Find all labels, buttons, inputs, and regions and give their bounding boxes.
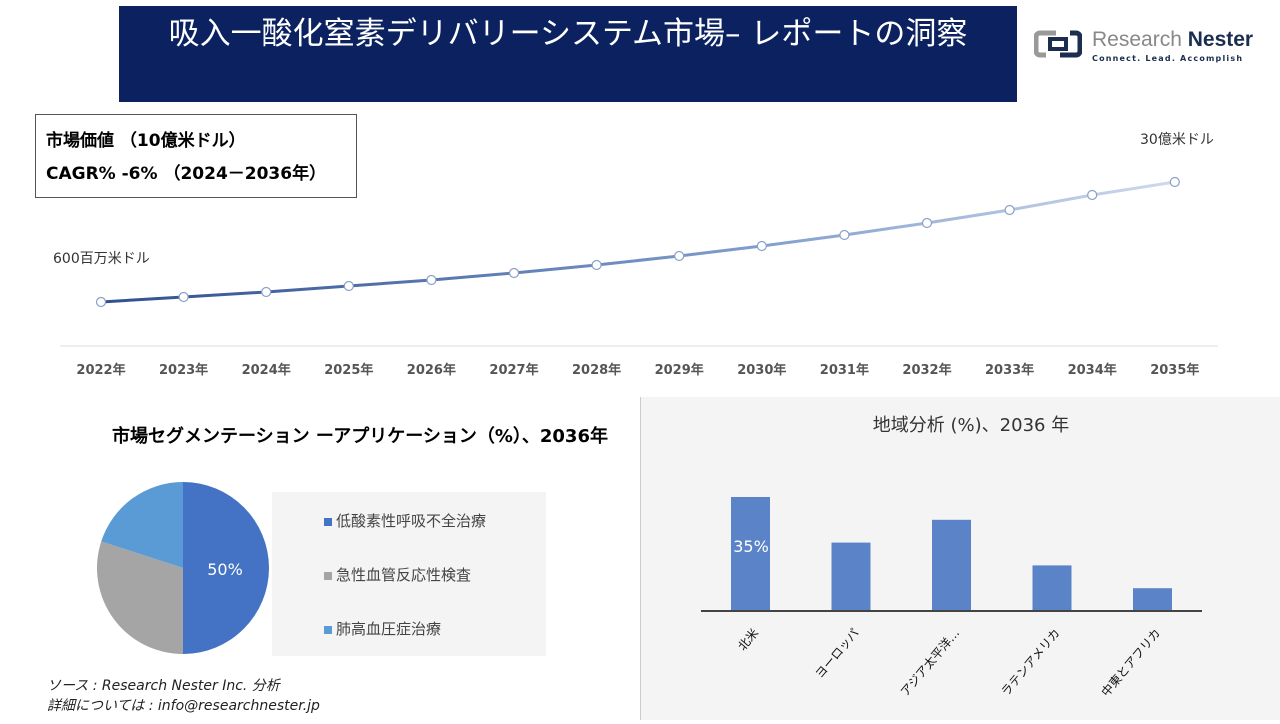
x-tick-label: 2029年 — [655, 362, 704, 378]
x-tick-label: 2035年 — [1150, 362, 1199, 378]
x-tick-label: ヨーロッパ — [812, 626, 861, 681]
data-point — [508, 267, 520, 279]
data-point — [1087, 189, 1098, 201]
pie-title: 市場セグメンテーション ーアプリケーション（%）、2036年 — [112, 426, 608, 447]
x-tick-label: 2034年 — [1068, 362, 1117, 378]
pie-slice — [96, 541, 183, 654]
x-tick-label: 2030年 — [737, 362, 786, 378]
data-point — [591, 259, 602, 271]
data-point — [178, 291, 189, 303]
legend-item: 急性血管反応性検査 — [324, 564, 471, 585]
info-box: 市場価値 （10億米ドル） CAGR% -6% （2024－2036年） — [35, 114, 357, 198]
data-point — [426, 274, 437, 286]
bar-title: 地域分析 (%)、2036 年 — [873, 415, 1069, 436]
x-tick-label: 2024年 — [242, 362, 291, 378]
end-annotation: 30億米ドル — [1140, 132, 1214, 148]
x-tick-label: 中東とアフリカ — [1098, 625, 1163, 699]
bar — [831, 542, 871, 611]
x-tick-label: 2025年 — [324, 362, 373, 378]
start-annotation: 600百万米ドル — [53, 251, 150, 267]
legend-item: 低酸素性呼吸不全治療 — [324, 510, 486, 531]
data-point — [674, 250, 685, 262]
x-tick-label: 2033年 — [985, 362, 1034, 378]
legend-swatch — [324, 572, 332, 580]
legend-item: 肺高血圧症治療 — [324, 618, 441, 639]
data-point — [1169, 176, 1180, 188]
logo-name: Research Nester — [1092, 28, 1254, 51]
legend-swatch — [324, 518, 332, 526]
bar — [932, 519, 971, 611]
x-tick-label: 2026年 — [407, 362, 456, 378]
bar — [731, 497, 770, 611]
source-note: ソース : Research Nester Inc. 分析 詳細については : … — [47, 676, 320, 716]
bar-data-label: 35% — [733, 537, 769, 556]
logo: Research Nester Connect. Lead. Accomplis… — [1034, 28, 1254, 68]
data-point — [756, 240, 767, 252]
x-tick-label: 2031年 — [820, 362, 869, 378]
pie-slice — [101, 482, 183, 568]
source-line: ソース : Research Nester Inc. 分析 — [47, 678, 280, 694]
cagr-label: CAGR% -6% （2024－2036年） — [46, 164, 327, 184]
pie-legend: 低酸素性呼吸不全治療 急性血管反応性検査 肺高血圧症治療 — [272, 492, 546, 656]
bar — [1032, 565, 1072, 611]
x-tick-label: ラテンアメリカ — [998, 626, 1062, 699]
x-tick-label: アジア太平洋… — [897, 625, 962, 699]
page-title: 吸入一酸化窒素デリバリーシステム市場– レポートの洞察 — [119, 6, 1017, 102]
data-point — [921, 217, 933, 229]
data-point — [1004, 204, 1015, 216]
x-tick-label: 2022年 — [76, 362, 125, 378]
data-point — [343, 280, 354, 292]
contact-line: 詳細については : info@researchnester.jp — [47, 698, 320, 714]
x-tick-label: 2023年 — [159, 362, 208, 378]
x-tick-label: 2027年 — [489, 362, 538, 378]
bar — [1133, 588, 1172, 611]
logo-tagline: Connect. Lead. Accomplish — [1092, 54, 1244, 63]
x-tick-label: 北米 — [735, 626, 761, 653]
pie-chart: 50% — [96, 482, 269, 654]
pie-slice — [183, 482, 269, 654]
data-point — [839, 229, 850, 241]
x-tick-label: 2028年 — [572, 362, 621, 378]
x-tick-label: 2032年 — [902, 362, 951, 378]
pie-data-label: 50% — [207, 560, 243, 579]
data-point — [95, 296, 107, 308]
logo-mark-icon — [1034, 30, 1082, 58]
regional-panel: 地域分析 (%)、2036 年 北米 ヨーロッパ アジア太平洋… ラテンアメリカ 中東と… — [640, 397, 1280, 720]
data-point — [261, 286, 272, 298]
market-value-label: 市場価値 （10億米ドル） — [46, 131, 246, 151]
series-line — [100, 180, 1176, 304]
line-chart: 600百万米ドル 30億米ドル 2022年 2023年 2024年 2025年 2026… — [53, 132, 1218, 378]
bar-chart: 地域分析 (%)、2036 年 北米 ヨーロッパ アジア太平洋… ラテンアメリカ 中東と… — [701, 415, 1202, 699]
legend-swatch — [324, 626, 332, 634]
